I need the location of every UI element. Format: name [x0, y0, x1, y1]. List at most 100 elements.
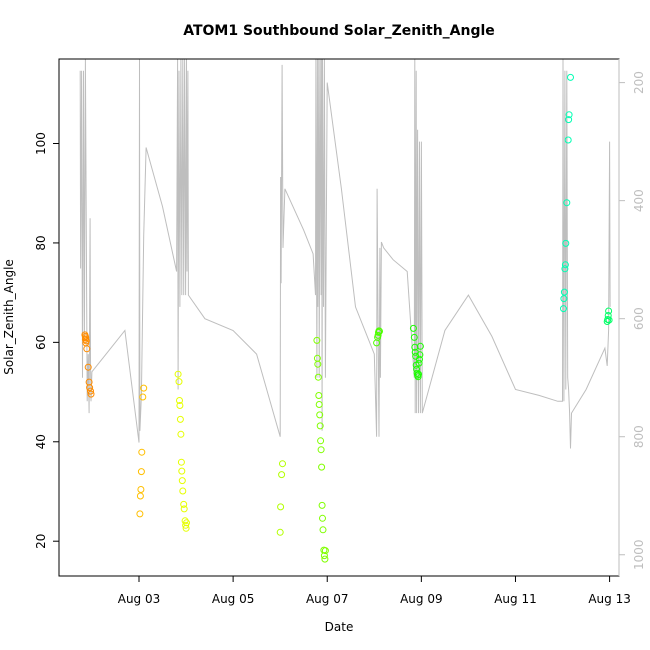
data-point: [321, 555, 329, 563]
data-point: [414, 373, 422, 381]
data-point: [561, 261, 569, 269]
data-point: [564, 136, 572, 144]
data-point: [319, 514, 326, 522]
data-point: [314, 360, 322, 368]
right-axis: 200 400 600 800 1000: [618, 59, 646, 576]
data-point: [320, 552, 328, 560]
x-tick-label: Aug 03: [118, 592, 161, 606]
data-point: [176, 415, 184, 423]
data-point: [319, 526, 327, 534]
data-point: [560, 295, 568, 303]
right-tick-label: 800: [632, 425, 646, 448]
data-point: [409, 324, 417, 332]
y-tick-label: 60: [34, 335, 48, 350]
data-point: [137, 468, 145, 476]
data-point: [138, 448, 146, 456]
data-point: [605, 307, 613, 315]
data-point: [416, 351, 424, 359]
series-2: [174, 370, 190, 532]
data-point: [376, 327, 383, 335]
series-3: [276, 460, 286, 536]
data-point: [176, 397, 183, 404]
y-axis: 20 40 60 80 100: [34, 132, 59, 549]
data-point: [415, 370, 422, 378]
data-point: [179, 487, 187, 495]
data-point: [416, 342, 424, 350]
x-tick-label: Aug 13: [588, 592, 631, 606]
data-point: [140, 384, 148, 392]
series-8: [560, 73, 574, 313]
data-point: [315, 401, 323, 408]
data-point: [174, 370, 182, 378]
data-point: [139, 393, 147, 401]
data-point: [321, 547, 329, 555]
x-axis: Aug 03 Aug 05 Aug 07 Aug 09 Aug 11 Aug 13: [118, 576, 631, 606]
data-point: [315, 392, 323, 399]
data-point: [137, 486, 145, 493]
data-point: [416, 355, 423, 363]
data-point: [565, 111, 573, 119]
series-6: [409, 324, 424, 381]
data-point: [87, 387, 94, 395]
y-axis-title: Solar_Zenith_Angle: [2, 259, 16, 375]
data-point: [562, 239, 570, 247]
data-point: [565, 116, 573, 124]
x-tick-label: Aug 07: [306, 592, 349, 606]
data-point: [279, 460, 286, 468]
data-point: [317, 446, 325, 454]
data-point: [561, 265, 569, 273]
right-tick-label: 600: [632, 307, 646, 330]
right-tick-label: 1000: [632, 539, 646, 570]
data-point: [276, 528, 284, 536]
y-tick-label: 20: [34, 534, 48, 549]
data-point: [313, 336, 321, 344]
series-4: [313, 336, 329, 563]
data-point: [316, 411, 324, 419]
data-point: [136, 492, 144, 500]
data-point: [278, 471, 286, 479]
data-point: [177, 458, 185, 466]
right-tick-label: 200: [632, 71, 646, 94]
data-point: [567, 73, 574, 81]
data-point: [87, 390, 95, 398]
data-point: [277, 503, 285, 511]
data-points-layer: [81, 73, 613, 563]
chart-title: ATOM1 Southbound Solar_Zenith_Angle: [183, 23, 495, 39]
data-point: [605, 316, 613, 324]
x-axis-title: Date: [325, 620, 354, 634]
data-point: [81, 335, 89, 343]
data-point: [560, 288, 568, 296]
data-point: [563, 199, 571, 207]
x-tick-label: Aug 05: [212, 592, 255, 606]
data-point: [604, 312, 612, 319]
altitude-line-layer: [79, 58, 611, 449]
y-tick-label: 40: [34, 434, 48, 449]
data-point: [560, 305, 567, 313]
data-point: [136, 510, 144, 518]
data-point: [83, 345, 91, 353]
y-tick-label: 80: [34, 235, 48, 250]
right-tick-label: 400: [632, 189, 646, 212]
altitude-line: [79, 58, 611, 449]
x-tick-label: Aug 11: [494, 592, 537, 606]
data-point: [86, 384, 94, 392]
data-point: [314, 373, 322, 381]
data-point: [181, 517, 189, 525]
data-point: [410, 333, 418, 341]
data-point: [316, 422, 324, 430]
data-point: [317, 437, 325, 445]
data-point: [415, 359, 423, 367]
data-point: [175, 378, 183, 386]
series-5: [373, 327, 383, 347]
data-point: [176, 402, 184, 409]
y-tick-label: 100: [34, 132, 48, 155]
series-0: [81, 331, 95, 398]
data-point: [178, 477, 186, 485]
x-tick-label: Aug 09: [400, 592, 443, 606]
data-point: [180, 500, 188, 508]
data-point: [183, 519, 190, 527]
data-point: [180, 505, 188, 513]
data-point: [318, 501, 326, 509]
data-point: [84, 363, 92, 371]
